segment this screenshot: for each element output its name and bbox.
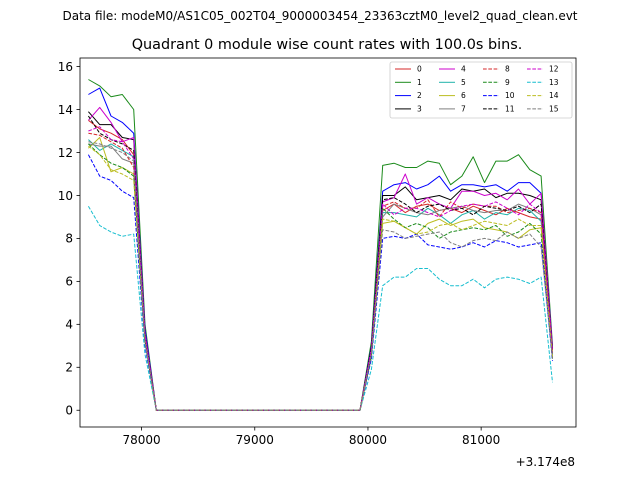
series-line-0	[88, 119, 553, 411]
plot-series	[87, 79, 553, 411]
chart-suptitle: Data file: modeM0/AS1C05_002T04_90000034…	[62, 9, 577, 23]
series-line-2	[88, 87, 553, 411]
series-line-12	[88, 126, 553, 411]
x-tick-label: 78000	[122, 433, 160, 447]
series-line-14	[88, 145, 553, 411]
legend-label-6: 6	[461, 91, 466, 100]
chart-title: Quadrant 0 module wise count rates with …	[132, 37, 523, 53]
legend-label-0: 0	[417, 65, 422, 74]
legend-box	[389, 61, 573, 119]
series-line-4	[88, 106, 553, 411]
legend-label-5: 5	[461, 78, 466, 87]
legend-label-2: 2	[417, 91, 422, 100]
legend-label-14: 14	[549, 91, 559, 100]
y-tick-label: 0	[65, 404, 73, 418]
y-tick-label: 2	[65, 361, 73, 375]
y-tick-label: 6	[65, 275, 73, 289]
legend-label-1: 1	[417, 78, 422, 87]
x-tick-label: 79000	[236, 433, 274, 447]
legend-label-7: 7	[461, 105, 466, 114]
series-line-3	[88, 111, 553, 411]
x-tick-label: 80000	[349, 433, 387, 447]
y-tick-label: 4	[65, 318, 73, 332]
series-line-8	[88, 132, 553, 411]
y-tick-label: 16	[58, 60, 73, 74]
y-tick-label: 10	[58, 189, 73, 203]
legend-label-12: 12	[549, 65, 559, 74]
series-line-15	[88, 141, 553, 411]
plot-frame	[79, 57, 577, 428]
series-line-9	[88, 143, 553, 411]
series-line-13	[87, 205, 553, 411]
y-tick-label: 8	[65, 232, 73, 246]
x-offset-label: +3.174e8	[516, 455, 575, 469]
legend-label-8: 8	[505, 65, 510, 74]
legend-label-4: 4	[461, 65, 466, 74]
legend-label-11: 11	[505, 105, 515, 114]
y-tick-label: 14	[58, 103, 73, 117]
legend-label-9: 9	[505, 78, 510, 87]
legend-label-13: 13	[549, 78, 559, 87]
series-line-5	[88, 139, 553, 411]
legend-label-10: 10	[505, 91, 515, 100]
x-tick-label: 81000	[462, 433, 500, 447]
series-line-7	[88, 143, 553, 411]
series-line-10	[87, 154, 553, 411]
y-tick-label: 12	[58, 146, 73, 160]
legend-label-15: 15	[549, 105, 559, 114]
legend-label-3: 3	[417, 105, 422, 114]
series-line-11	[87, 115, 553, 411]
series-line-1	[88, 79, 553, 411]
